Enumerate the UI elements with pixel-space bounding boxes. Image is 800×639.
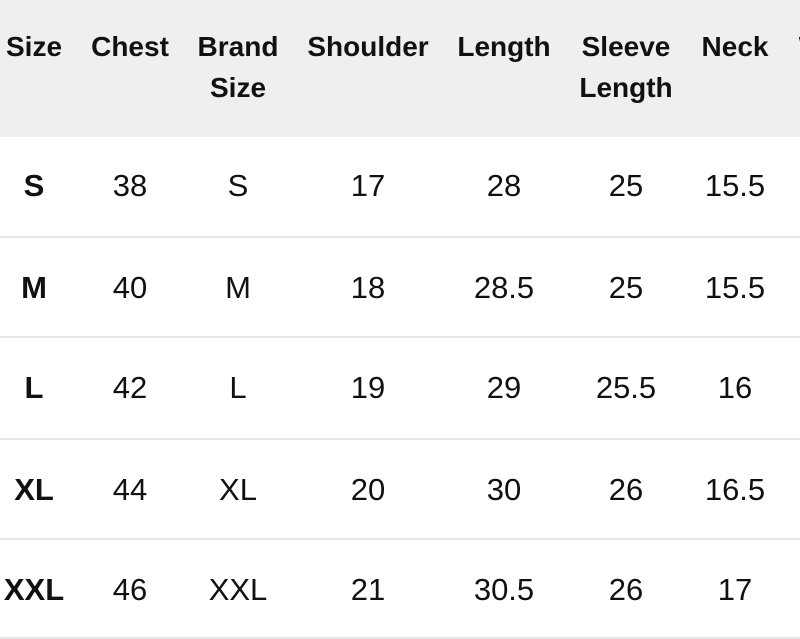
column-header: Length — [457, 31, 551, 62]
row-divider — [0, 336, 800, 338]
table-cell: 30 — [486, 472, 522, 507]
table-cell: 26 — [608, 472, 644, 507]
table-cell: 40 — [112, 270, 148, 305]
table-cell: 15.5 — [704, 270, 766, 305]
header-row — [0, 0, 800, 137]
table-cell: 18 — [350, 270, 386, 305]
table-cell: 46 — [112, 572, 148, 607]
table-cell: S — [23, 168, 45, 203]
table-cell: L — [24, 370, 44, 405]
table-cell: M — [21, 270, 47, 305]
column-header: Sleeve Length — [579, 31, 673, 103]
table-cell: XL — [219, 472, 257, 507]
table-cell: 38 — [112, 168, 148, 203]
table-cell: 28.5 — [473, 270, 535, 305]
table-cell: 30.5 — [473, 572, 535, 607]
column-header: W — [792, 26, 800, 67]
table-cell: 21 — [350, 572, 386, 607]
column-header: Chest — [91, 31, 169, 62]
column-header: Brand Size — [197, 31, 279, 103]
row-divider — [0, 438, 800, 440]
table-cell: 44 — [112, 472, 148, 507]
column-header: Shoulder — [307, 31, 429, 62]
table-cell: 42 — [112, 370, 148, 405]
table-cell: 16 — [717, 370, 753, 405]
table-cell: 25 — [608, 270, 644, 305]
table-cell: XXL — [208, 572, 268, 607]
table-cell: 20 — [350, 472, 386, 507]
table-cell: 17 — [717, 572, 753, 607]
row-divider — [0, 236, 800, 238]
table-cell: 25 — [608, 168, 644, 203]
table-cell: 19 — [350, 370, 386, 405]
table-cell: 17 — [350, 168, 386, 203]
table-cell: XL — [14, 472, 54, 507]
row-divider — [0, 538, 800, 540]
table-cell: S — [227, 168, 249, 203]
column-header: Size — [5, 31, 63, 62]
table-cell: 15.5 — [704, 168, 766, 203]
table-cell: 26 — [608, 572, 644, 607]
column-header: Neck — [701, 31, 769, 62]
table-cell: 28 — [486, 168, 522, 203]
row-divider — [0, 637, 800, 639]
table-cell: M — [225, 270, 251, 305]
table-cell: 29 — [486, 370, 522, 405]
table-cell: L — [229, 370, 247, 405]
table-cell: XXL — [3, 572, 65, 607]
table-cell: 16.5 — [704, 472, 766, 507]
table-cell: 25.5 — [595, 370, 657, 405]
